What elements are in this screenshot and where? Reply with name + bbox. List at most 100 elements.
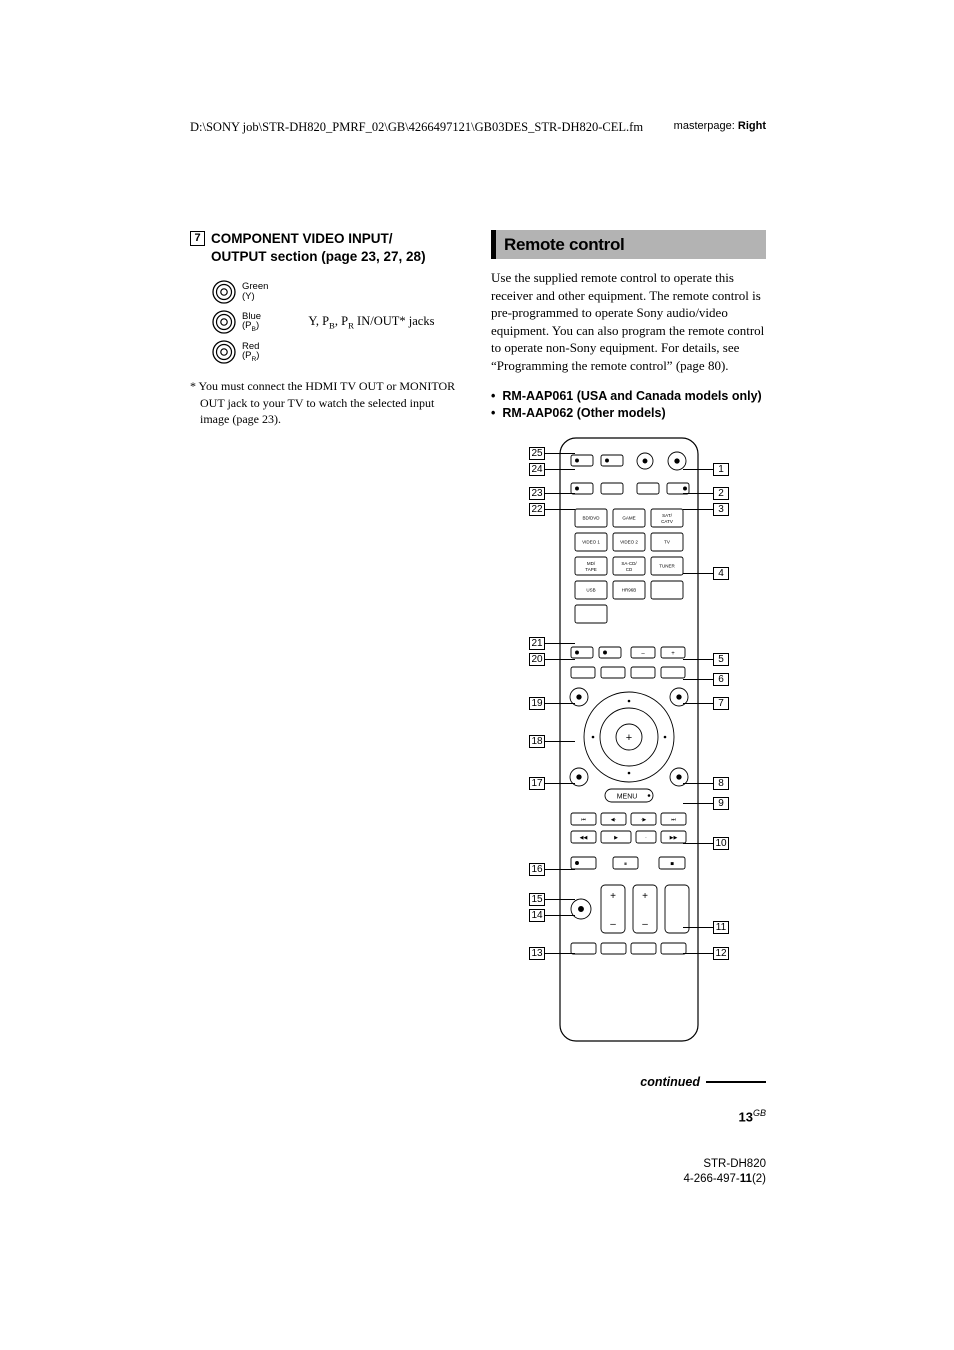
svg-text:▶▶: ▶▶	[670, 835, 678, 841]
header-file-path: D:\SONY job\STR-DH820_PMRF_02\GB\4266497…	[190, 120, 643, 135]
leader-line	[683, 843, 713, 844]
svg-text:VIDEO 2: VIDEO 2	[620, 539, 638, 544]
svg-text:–: –	[642, 919, 648, 930]
leader-line	[683, 509, 713, 510]
svg-text:BD/DVD: BD/DVD	[582, 515, 600, 520]
leader-line	[683, 469, 713, 470]
svg-text:SA-CD/: SA-CD/	[621, 561, 637, 566]
leader-line	[683, 493, 713, 494]
footer-docnum: 4-266-497-11(2)	[684, 1172, 767, 1187]
bullet-item: • RM-AAP062 (Other models)	[491, 405, 766, 421]
remote-control-heading-bar: Remote control	[491, 230, 766, 259]
callout-box: 16	[529, 863, 545, 876]
leader-line	[545, 741, 575, 742]
callout-box: 12	[713, 947, 729, 960]
rca-jack-icon	[212, 340, 236, 364]
leader-line	[683, 803, 713, 804]
callout-box: 23	[529, 487, 545, 500]
continued-bar-icon	[706, 1081, 766, 1083]
svg-text:+: +	[671, 651, 675, 657]
jack-label: Red (PR)	[242, 342, 259, 364]
svg-text:HR96B: HR96B	[622, 587, 637, 592]
callout-box: 10	[713, 837, 729, 850]
jack-label: Green (Y)	[242, 282, 268, 302]
leader-line	[545, 493, 575, 494]
continued-indicator: continued	[640, 1075, 766, 1089]
svg-text:+: +	[610, 891, 616, 902]
jack-blue: Blue (PB)	[212, 310, 268, 334]
leader-line	[683, 953, 713, 954]
svg-text:CD: CD	[626, 567, 633, 572]
callout-box: 22	[529, 503, 545, 516]
section-number-box: 7	[190, 231, 205, 246]
leader-line	[545, 953, 575, 954]
callout-box: 7	[713, 697, 729, 710]
jack-red: Red (PR)	[212, 340, 268, 364]
leader-line	[683, 703, 713, 704]
callout-box: 9	[713, 797, 729, 810]
footer-docinfo: STR-DH820 4-266-497-11(2)	[684, 1157, 767, 1187]
footer-model: STR-DH820	[684, 1157, 767, 1172]
page-number: 13GB	[739, 1108, 766, 1124]
leader-line	[545, 869, 575, 870]
callout-box: 13	[529, 947, 545, 960]
svg-text:+: +	[642, 891, 648, 902]
remote-control-heading: Remote control	[504, 235, 758, 255]
jack-green: Green (Y)	[212, 280, 268, 304]
remote-body: BD/DVD GAME SAT/CATV VIDEO 1 VIDEO 2 TV …	[559, 437, 699, 1042]
remote-control-body: Use the supplied remote control to opera…	[491, 269, 766, 374]
callout-box: 4	[713, 567, 729, 580]
callout-box: 2	[713, 487, 729, 500]
component-video-heading: 7 COMPONENT VIDEO INPUT/ OUTPUT section …	[190, 230, 465, 266]
leader-line	[545, 703, 575, 704]
callout-box: 5	[713, 653, 729, 666]
leader-line	[545, 899, 575, 900]
continued-text: continued	[640, 1075, 700, 1089]
svg-text:TAPE: TAPE	[585, 567, 596, 572]
callout-box: 19	[529, 697, 545, 710]
leader-line	[545, 509, 575, 510]
callout-box: 18	[529, 735, 545, 748]
rca-jack-icon	[212, 280, 236, 304]
svg-text:▶: ▶	[614, 835, 618, 841]
callout-box: 1	[713, 463, 729, 476]
bullet-icon: •	[491, 405, 495, 421]
svg-text:◀·: ◀·	[611, 817, 617, 823]
bullet-item: • RM-AAP061 (USA and Canada models only)	[491, 388, 766, 404]
leader-line	[545, 643, 575, 644]
leader-line	[545, 453, 575, 454]
section-title-text: COMPONENT VIDEO INPUT/ OUTPUT section (p…	[211, 230, 426, 266]
leader-line	[683, 783, 713, 784]
svg-text:·▶: ·▶	[641, 817, 647, 823]
leader-line	[683, 659, 713, 660]
callout-box: 20	[529, 653, 545, 666]
masterpage-value: Right	[738, 120, 766, 132]
svg-text:VIDEO 1: VIDEO 1	[582, 539, 600, 544]
footnote-text: * You must connect the HDMI TV OUT or MO…	[190, 378, 465, 427]
leader-line	[545, 783, 575, 784]
bullet-text: RM-AAP062 (Other models)	[502, 405, 665, 421]
svg-text:⏭: ⏭	[671, 817, 676, 823]
component-jacks-row: Green (Y) Blue (PB)	[212, 280, 465, 364]
svg-text:MD/: MD/	[587, 561, 596, 566]
leader-line	[683, 927, 713, 928]
svg-text:USB: USB	[586, 587, 595, 592]
callout-box: 6	[713, 673, 729, 686]
model-list: • RM-AAP061 (USA and Canada models only)…	[491, 388, 766, 421]
svg-text:⏸: ⏸	[624, 861, 627, 867]
svg-text:CATV: CATV	[661, 519, 673, 524]
leader-line	[683, 573, 713, 574]
svg-text:TV: TV	[664, 539, 670, 544]
svg-text:◀◀: ◀◀	[580, 835, 588, 841]
masterpage-key: masterpage:	[674, 120, 735, 132]
leader-line	[545, 915, 575, 916]
svg-text:GAME: GAME	[622, 515, 635, 520]
callout-box: 11	[713, 921, 729, 934]
svg-text:⏮: ⏮	[581, 817, 586, 823]
svg-text:–: –	[610, 919, 616, 930]
svg-text:MENU: MENU	[617, 793, 638, 800]
right-column: Remote control Use the supplied remote c…	[491, 230, 766, 1047]
bullet-text: RM-AAP061 (USA and Canada models only)	[502, 388, 761, 404]
callout-box: 14	[529, 909, 545, 922]
callout-box: 21	[529, 637, 545, 650]
